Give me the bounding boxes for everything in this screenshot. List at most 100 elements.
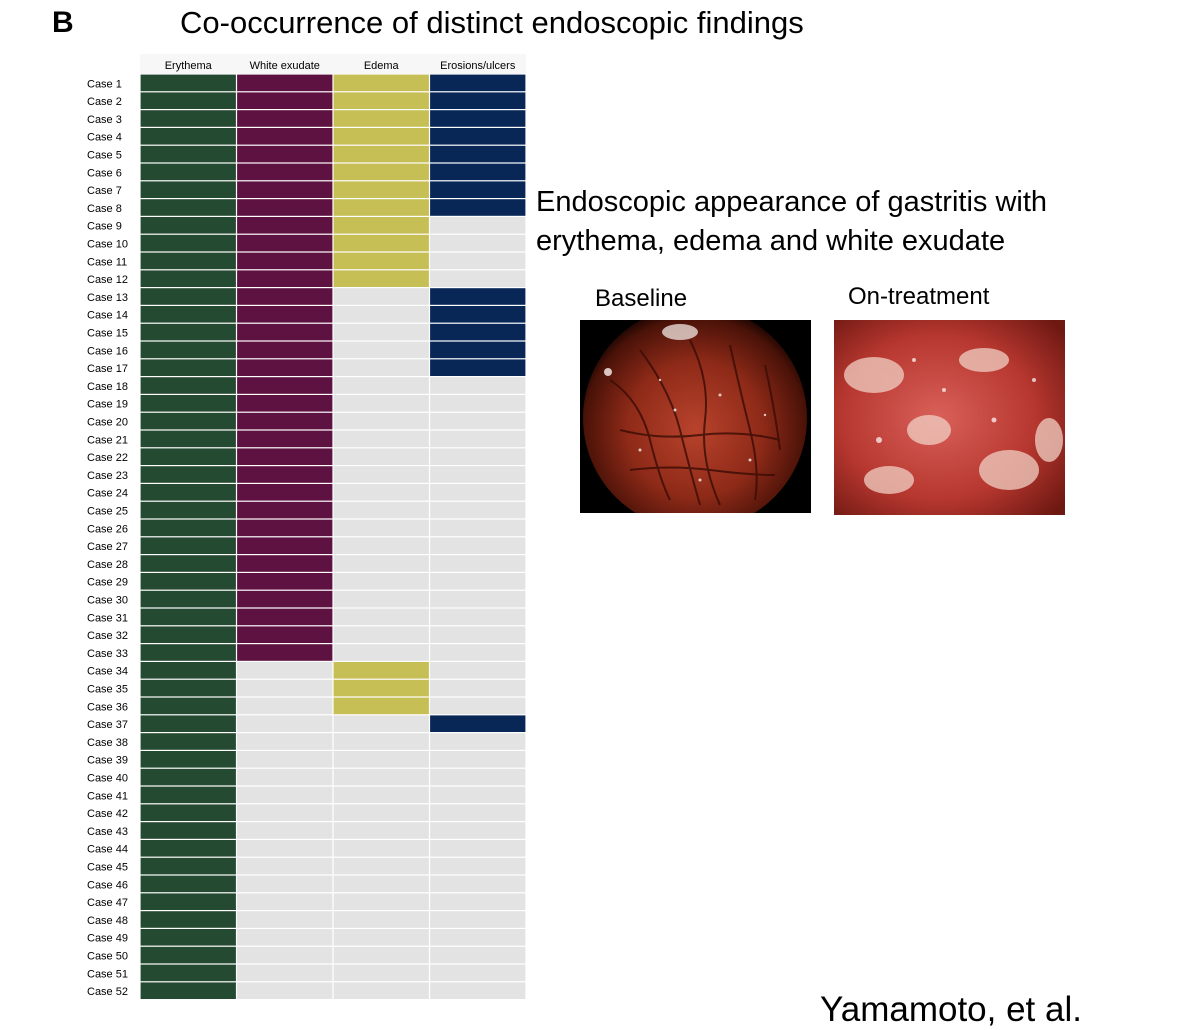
heatmap-cell bbox=[140, 946, 236, 964]
heatmap-cell bbox=[140, 128, 236, 145]
heatmap-cell bbox=[333, 217, 429, 234]
heatmap-cell bbox=[430, 484, 526, 501]
row-label: Case 6 bbox=[87, 167, 122, 179]
heatmap-cell bbox=[237, 448, 333, 465]
heatmap-cell bbox=[430, 733, 526, 750]
heatmap-cell bbox=[237, 145, 333, 163]
heatmap-cell bbox=[333, 163, 429, 181]
heatmap-cell bbox=[140, 733, 236, 750]
heatmap-cell bbox=[140, 484, 236, 501]
heatmap-cell bbox=[430, 92, 526, 109]
heatmap-cell bbox=[333, 715, 429, 732]
heatmap-cell bbox=[237, 199, 333, 216]
panel-letter: B bbox=[52, 6, 74, 39]
heatmap-cell bbox=[237, 751, 333, 768]
endoscopy-caption-line-1: Endoscopic appearance of gastritis with bbox=[536, 186, 1048, 218]
heatmap-cell bbox=[237, 733, 333, 750]
row-label: Case 4 bbox=[87, 132, 122, 144]
heatmap-cell bbox=[430, 217, 526, 234]
heatmap-cell bbox=[140, 822, 236, 839]
heatmap-cell bbox=[140, 234, 236, 252]
row-label: Case 21 bbox=[87, 434, 128, 446]
heatmap-cell bbox=[333, 644, 429, 661]
heatmap-cell bbox=[237, 644, 333, 661]
heatmap-cell bbox=[333, 893, 429, 910]
heatmap-cell bbox=[430, 110, 526, 127]
heatmap-cell bbox=[237, 128, 333, 145]
column-label: Erythema bbox=[165, 60, 213, 72]
row-label: Case 11 bbox=[87, 256, 127, 268]
heatmap-cell bbox=[237, 163, 333, 181]
heatmap-cell bbox=[140, 74, 236, 92]
heatmap-cell bbox=[237, 555, 333, 572]
heatmap-cell bbox=[140, 252, 236, 270]
row-label: Case 7 bbox=[87, 185, 122, 197]
heatmap-cell bbox=[333, 840, 429, 857]
heatmap-cell bbox=[333, 377, 429, 394]
heatmap-cell bbox=[237, 181, 333, 198]
heatmap-cell bbox=[140, 929, 236, 946]
heatmap-cell bbox=[333, 590, 429, 608]
row-label: Case 17 bbox=[87, 363, 128, 375]
heatmap-cell bbox=[430, 768, 526, 786]
row-label: Case 19 bbox=[87, 399, 128, 411]
heatmap-cell bbox=[430, 946, 526, 964]
heatmap-cell bbox=[140, 555, 236, 572]
heatmap-cell bbox=[333, 448, 429, 465]
heatmap-cell bbox=[333, 341, 429, 359]
heatmap-cell bbox=[333, 110, 429, 127]
heatmap-cell bbox=[140, 306, 236, 323]
author-credit: Yamamoto, et al. bbox=[820, 990, 1082, 1029]
heatmap-cell bbox=[237, 92, 333, 109]
row-label: Case 5 bbox=[87, 150, 122, 162]
heatmap-cell bbox=[140, 608, 236, 626]
heatmap-cell bbox=[140, 662, 236, 679]
row-label: Case 1 bbox=[87, 78, 122, 90]
heatmap-cell bbox=[430, 448, 526, 465]
row-label: Case 35 bbox=[87, 684, 128, 696]
heatmap-cell bbox=[140, 537, 236, 554]
heatmap-cell bbox=[430, 128, 526, 145]
row-label: Case 33 bbox=[87, 648, 128, 660]
heatmap-cell bbox=[333, 501, 429, 519]
heatmap-cell bbox=[140, 911, 236, 928]
row-label: Case 26 bbox=[87, 523, 128, 535]
heatmap-cell bbox=[333, 145, 429, 163]
heatmap-cell bbox=[237, 822, 333, 839]
heatmap-cell bbox=[333, 74, 429, 92]
heatmap-cell bbox=[237, 946, 333, 964]
row-label: Case 10 bbox=[87, 239, 128, 251]
heatmap-cell bbox=[430, 590, 526, 608]
heatmap-cell bbox=[237, 893, 333, 910]
heatmap-cell bbox=[333, 573, 429, 590]
heatmap-cell bbox=[430, 822, 526, 839]
heatmap-cell bbox=[333, 751, 429, 768]
row-label: Case 27 bbox=[87, 541, 128, 553]
heatmap-cell bbox=[333, 679, 429, 697]
heatmap-cell bbox=[333, 786, 429, 804]
row-label: Case 52 bbox=[87, 986, 128, 998]
heatmap-cell bbox=[140, 377, 236, 394]
endoscopy-on-treatment-image bbox=[834, 320, 1065, 515]
heatmap-cell bbox=[140, 110, 236, 127]
heatmap-header-band bbox=[140, 54, 526, 74]
heatmap-cell bbox=[430, 804, 526, 821]
heatmap-cell bbox=[430, 234, 526, 252]
heatmap-cell bbox=[237, 626, 333, 643]
heatmap-cell bbox=[237, 786, 333, 804]
heatmap-cell bbox=[140, 270, 236, 287]
heatmap-cell bbox=[140, 982, 236, 999]
heatmap-cell bbox=[333, 555, 429, 572]
heatmap-cell bbox=[430, 964, 526, 982]
column-label: Edema bbox=[364, 60, 400, 72]
column-label: Erosions/ulcers bbox=[440, 60, 516, 72]
heatmap-cell bbox=[140, 519, 236, 537]
row-label: Case 49 bbox=[87, 933, 128, 945]
heatmap-cell bbox=[237, 857, 333, 875]
heatmap-cell bbox=[237, 377, 333, 394]
heatmap-cell bbox=[237, 608, 333, 626]
row-label: Case 16 bbox=[87, 345, 128, 357]
heatmap-cell bbox=[237, 573, 333, 590]
row-label: Case 46 bbox=[87, 879, 128, 891]
heatmap-cell bbox=[430, 875, 526, 893]
